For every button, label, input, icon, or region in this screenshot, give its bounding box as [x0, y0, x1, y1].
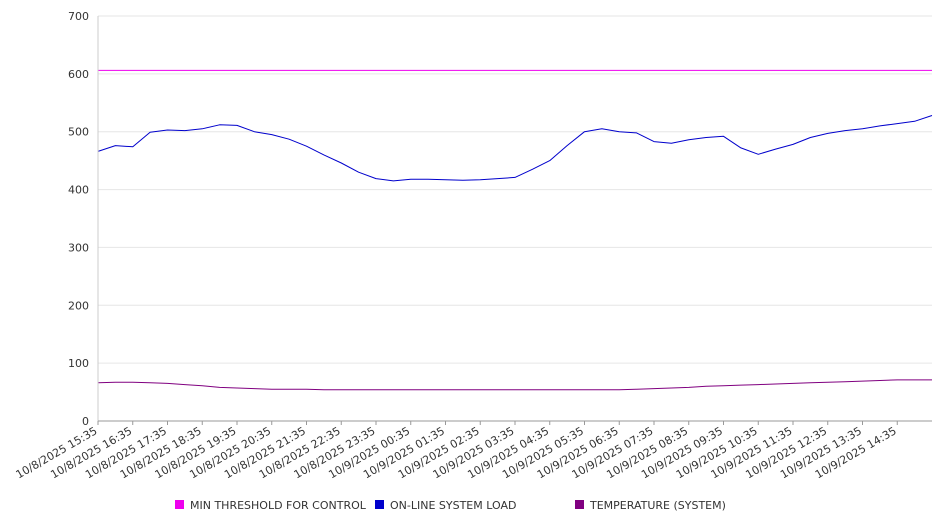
axes — [97, 16, 932, 422]
y-axis-ticks: 0 100 200 300 400 500 600 700 — [68, 10, 89, 428]
y-tick-label: 300 — [68, 241, 89, 254]
legend-label: ON-LINE SYSTEM LOAD — [390, 499, 516, 512]
y-tick-label: 200 — [68, 299, 89, 312]
series-lines — [97, 69, 933, 391]
y-tick-label: 600 — [68, 68, 89, 81]
y-tick-label: 100 — [68, 357, 89, 370]
series-line-1 — [97, 115, 933, 182]
legend: MIN THRESHOLD FOR CONTROL ON-LINE SYSTEM … — [175, 499, 726, 512]
series-line-2 — [97, 379, 932, 391]
legend-swatch — [375, 500, 384, 509]
y-tick-label: 0 — [82, 415, 89, 428]
legend-label: TEMPERATURE (SYSTEM) — [589, 499, 726, 512]
legend-swatch — [175, 500, 184, 509]
y-tick-label: 700 — [68, 10, 89, 23]
legend-label: MIN THRESHOLD FOR CONTROL — [190, 499, 367, 512]
y-tick-label: 400 — [68, 184, 89, 197]
y-tick-label: 500 — [68, 126, 89, 139]
grid-lines — [98, 15, 932, 364]
legend-swatch — [575, 500, 584, 509]
